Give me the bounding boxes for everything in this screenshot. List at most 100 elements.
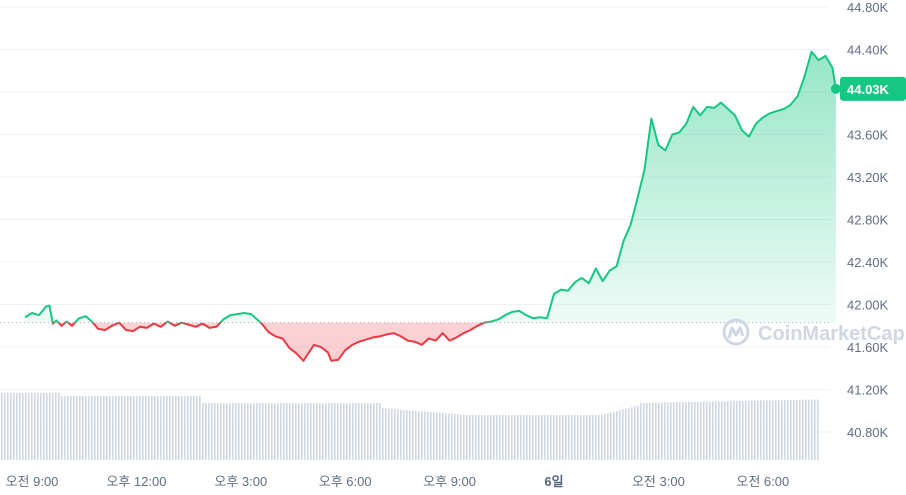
volume-bar: [793, 399, 795, 460]
volume-bar: [4, 393, 6, 460]
series-line-up: [24, 50, 837, 323]
volume-bar: [34, 393, 36, 460]
volume-bar: [151, 396, 153, 460]
y-tick-label: 41.20K: [847, 383, 889, 398]
volume-bar: [349, 403, 351, 460]
volume-bar: [448, 413, 450, 460]
volume-bar: [142, 396, 144, 460]
volume-bar: [250, 403, 252, 460]
volume-bar: [655, 402, 657, 460]
volume-bar: [208, 403, 210, 460]
volume-bar: [730, 401, 732, 460]
volume-bar: [394, 409, 396, 460]
volume-bar: [583, 415, 585, 460]
volume-bar: [478, 415, 480, 460]
volume-bar: [496, 415, 498, 460]
volume-bar: [397, 409, 399, 460]
volume-bar: [313, 403, 315, 460]
watermark-text: CoinMarketCap: [758, 323, 905, 345]
volume-bar: [667, 402, 669, 460]
volume-bar: [520, 415, 522, 460]
volume-bar: [190, 396, 192, 460]
volume-bar: [202, 403, 204, 460]
volume-bar: [256, 403, 258, 460]
volume-bar: [439, 412, 441, 460]
volume-bar: [625, 408, 627, 460]
volume-bar: [226, 403, 228, 460]
volume-bar: [784, 400, 786, 460]
volume-bar: [622, 409, 624, 460]
volume-bar: [157, 396, 159, 460]
x-tick-label: 오전 3:00: [632, 474, 685, 489]
volume-bar: [511, 415, 513, 460]
volume-bar: [127, 396, 129, 460]
volume-bar: [637, 405, 639, 460]
volume-bar: [799, 399, 801, 460]
coinmarketcap-watermark: CoinMarketCap: [722, 318, 905, 346]
volume-bar: [331, 403, 333, 460]
volume-bar: [46, 393, 48, 460]
volume-bar: [421, 411, 423, 460]
volume-bar: [298, 403, 300, 460]
volume-bar: [64, 396, 66, 460]
volume-bar: [370, 403, 372, 460]
x-tick-label: 오전 9:00: [6, 474, 59, 489]
volume-bar: [340, 403, 342, 460]
volume-bar: [487, 415, 489, 460]
volume-bar: [664, 402, 666, 460]
y-tick-label: 40.80K: [847, 425, 889, 440]
volume-bar: [733, 401, 735, 460]
volume-bar: [409, 410, 411, 460]
volume-bar: [19, 393, 21, 460]
volume-bar: [817, 399, 819, 460]
volume-bar: [163, 396, 165, 460]
volume-bar: [253, 403, 255, 460]
x-tick-label: 오후 6:00: [319, 474, 372, 489]
volume-bar: [613, 411, 615, 460]
volume-bar: [55, 393, 57, 460]
volume-bar: [757, 400, 759, 460]
volume-bar: [379, 403, 381, 460]
volume-bar: [346, 403, 348, 460]
volume-bar: [121, 396, 123, 460]
volume-bar: [52, 393, 54, 460]
volume-bar: [286, 403, 288, 460]
volume-bar: [469, 415, 471, 460]
y-tick-label: 42.00K: [847, 298, 889, 313]
volume-bar: [40, 393, 42, 460]
volume-bar: [427, 411, 429, 460]
x-tick-label: 6일: [544, 474, 563, 489]
volume-bar: [343, 403, 345, 460]
volume-bar: [616, 411, 618, 460]
volume-bar: [640, 403, 642, 460]
volume-bar: [280, 403, 282, 460]
volume-bar: [184, 396, 186, 460]
volume-bar: [301, 403, 303, 460]
volume-bar: [796, 399, 798, 460]
volume-bar: [97, 396, 99, 460]
volume-bar: [574, 415, 576, 460]
current-price-tag: 44.03K: [840, 76, 906, 101]
volume-bar: [145, 396, 147, 460]
volume-bar: [658, 402, 660, 460]
y-tick-label: 42.80K: [847, 213, 889, 228]
volume-bar: [535, 415, 537, 460]
volume-bar: [709, 401, 711, 460]
volume-bar: [808, 399, 810, 460]
volume-bar: [25, 393, 27, 460]
volume-bar: [682, 402, 684, 460]
volume-bar: [295, 403, 297, 460]
volume-bar: [643, 402, 645, 460]
area-above-baseline: [25, 51, 836, 323]
volume-bar: [634, 406, 636, 460]
volume-bar: [472, 415, 474, 460]
volume-bar: [334, 403, 336, 460]
volume-bar: [598, 415, 600, 460]
volume-bar: [490, 415, 492, 460]
volume-bar: [172, 396, 174, 460]
volume-bar: [193, 396, 195, 460]
volume-bar: [718, 401, 720, 460]
volume-bar: [811, 399, 813, 460]
volume-bar: [568, 415, 570, 460]
volume-bar: [292, 403, 294, 460]
